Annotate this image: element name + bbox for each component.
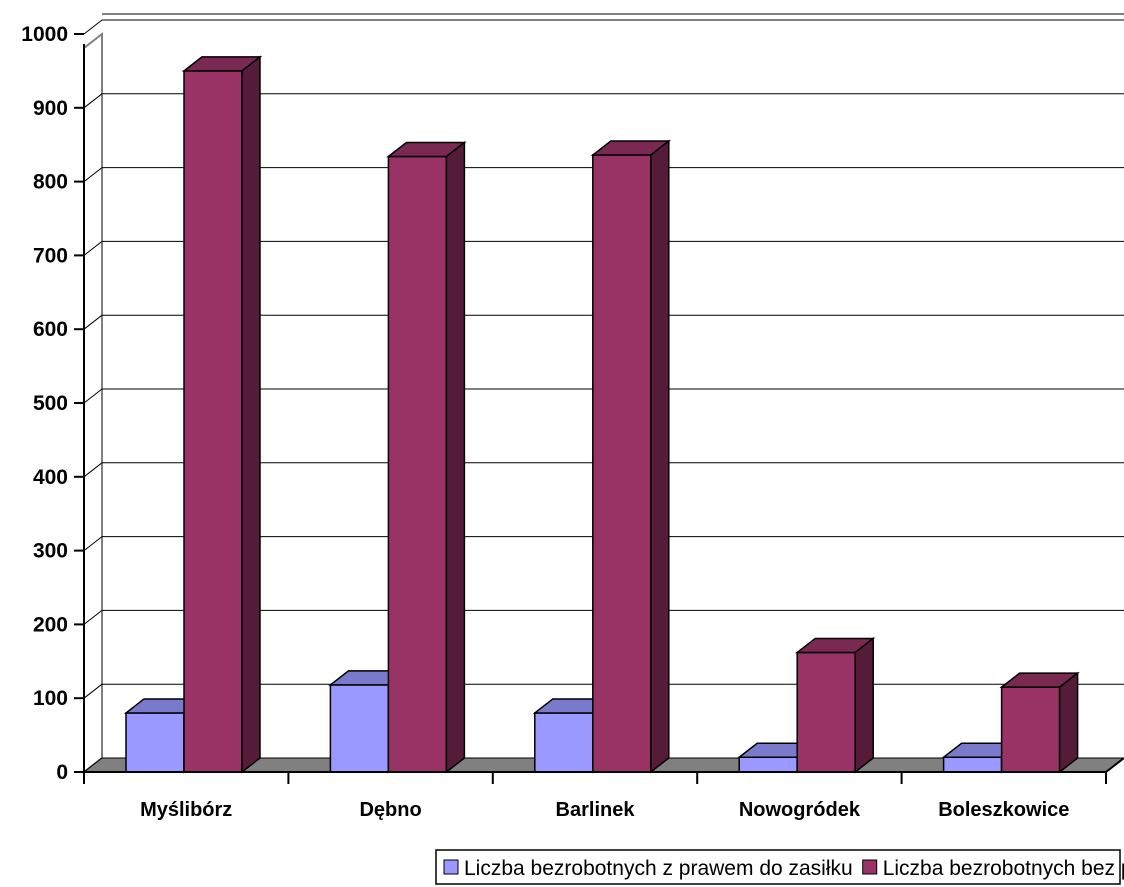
bar-front [125, 712, 185, 773]
legend-swatch [443, 859, 459, 875]
bar-front [738, 756, 798, 773]
bar-front [183, 70, 243, 773]
bar-side [1058, 671, 1079, 774]
bar-front [942, 756, 1003, 773]
y-tick-label: 300 [33, 540, 68, 563]
gridline-side [83, 19, 103, 35]
bar-front [534, 712, 594, 773]
gridline-side [83, 462, 103, 478]
y-tick-label: 700 [33, 244, 68, 267]
x-category-label: Myślibórz [140, 799, 232, 821]
y-tick-label: 400 [33, 466, 68, 489]
gridline-side [83, 536, 103, 551]
legend-swatch [862, 859, 878, 875]
bar-front [1000, 686, 1061, 773]
y-tick-label: 600 [33, 318, 68, 341]
bars [123, 55, 1080, 774]
bar-side [650, 139, 670, 774]
y-tick-label: 900 [33, 97, 68, 120]
y-tick-label: 100 [33, 687, 68, 710]
bar-front [592, 154, 652, 773]
y-tick-label: 500 [33, 392, 68, 415]
x-category-label: Boleszkowice [938, 799, 1069, 821]
bar-bez-prawa-2 [590, 139, 671, 774]
x-category-label: Dębno [359, 799, 421, 821]
gridline-side [83, 610, 103, 625]
y-tick-label: 0 [56, 761, 68, 784]
gridline-side [83, 167, 103, 182]
y-tick-label: 1000 [21, 23, 68, 46]
bar-bez-prawa-4 [999, 671, 1080, 774]
x-axis-category-labels: Myślibórz Dębno Barlinek Nowogródek Boleszko… [140, 799, 1069, 821]
bar-bez-prawa-0 [181, 55, 263, 774]
y-axis-tick-labels: 0 100 200 300 400 500 600 700 800 900 1000 [21, 23, 68, 784]
bar-bez-prawa-3 [795, 636, 876, 774]
legend: Liczba bezrobotnych z prawem do zasiłku L… [435, 849, 1124, 885]
x-category-label: Barlinek [556, 799, 636, 821]
bar-side [854, 636, 874, 774]
gridline-side [83, 241, 103, 256]
bar-front [329, 684, 390, 773]
bar-bez-prawa-1 [386, 140, 467, 774]
y-tick-label: 200 [33, 613, 68, 636]
gridline-side [83, 683, 103, 699]
gridline-side [83, 314, 103, 330]
bar-front [796, 651, 856, 773]
axes [74, 33, 1124, 784]
x-category-label: Nowogródek [739, 799, 861, 821]
side-wall [83, 31, 103, 775]
bar-front [387, 155, 448, 773]
bar-side [241, 55, 261, 774]
gridline-side [83, 388, 103, 404]
legend-entry-label: Liczba bezrobotnych z prawem do zasiłku [464, 857, 853, 880]
y-tick-label: 800 [33, 171, 68, 194]
bar-side [445, 140, 466, 774]
legend-entry-label: Liczba bezrobotnych bez prawa do zasiłku [883, 857, 1124, 880]
legend-box [435, 849, 1121, 885]
x-axis-depth [1105, 757, 1124, 773]
gridline-side [83, 93, 103, 109]
